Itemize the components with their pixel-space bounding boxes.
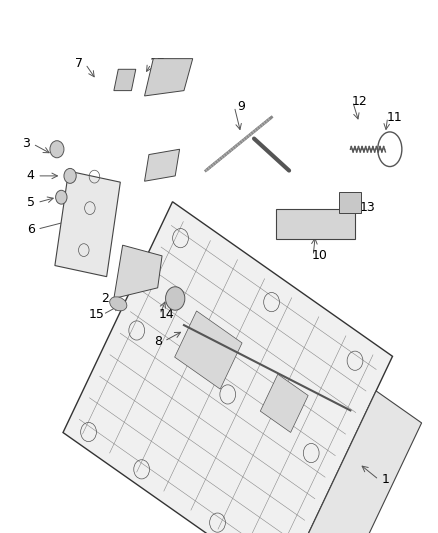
Polygon shape [339, 192, 361, 213]
Circle shape [64, 168, 76, 183]
Polygon shape [55, 171, 120, 277]
Polygon shape [114, 69, 136, 91]
Ellipse shape [110, 297, 127, 311]
Text: 14: 14 [159, 308, 174, 321]
Text: 15: 15 [88, 308, 104, 321]
Text: 10: 10 [312, 249, 328, 262]
Text: 1: 1 [381, 473, 389, 486]
Text: 8: 8 [154, 335, 162, 348]
Text: 13: 13 [360, 201, 376, 214]
Polygon shape [145, 149, 180, 181]
Polygon shape [300, 391, 422, 533]
Circle shape [50, 141, 64, 158]
Polygon shape [114, 245, 162, 298]
Text: 16: 16 [159, 154, 174, 166]
Text: 3: 3 [22, 138, 30, 150]
Text: 12: 12 [351, 95, 367, 108]
Polygon shape [260, 374, 308, 432]
Text: 7: 7 [75, 58, 83, 70]
Text: 9: 9 [237, 100, 245, 113]
Text: 11: 11 [386, 111, 402, 124]
Text: 5: 5 [27, 196, 35, 209]
Polygon shape [63, 201, 392, 533]
Text: 17: 17 [150, 58, 166, 70]
Text: 2: 2 [101, 292, 109, 305]
Text: 4: 4 [27, 169, 35, 182]
Polygon shape [145, 59, 193, 96]
Circle shape [56, 190, 67, 204]
Text: 6: 6 [27, 223, 35, 236]
Circle shape [166, 287, 185, 310]
Polygon shape [276, 209, 355, 239]
Polygon shape [175, 311, 242, 389]
